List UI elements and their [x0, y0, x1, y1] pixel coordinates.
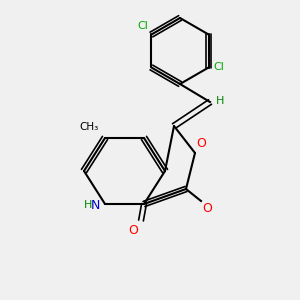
- Text: O: O: [128, 224, 138, 236]
- Text: Cl: Cl: [213, 62, 224, 73]
- Text: N: N: [91, 199, 101, 212]
- Text: O: O: [196, 137, 206, 150]
- Text: H: H: [216, 95, 224, 106]
- Text: H: H: [84, 200, 92, 211]
- Text: Cl: Cl: [137, 22, 148, 32]
- Text: CH₃: CH₃: [80, 122, 99, 132]
- Text: O: O: [202, 202, 212, 215]
